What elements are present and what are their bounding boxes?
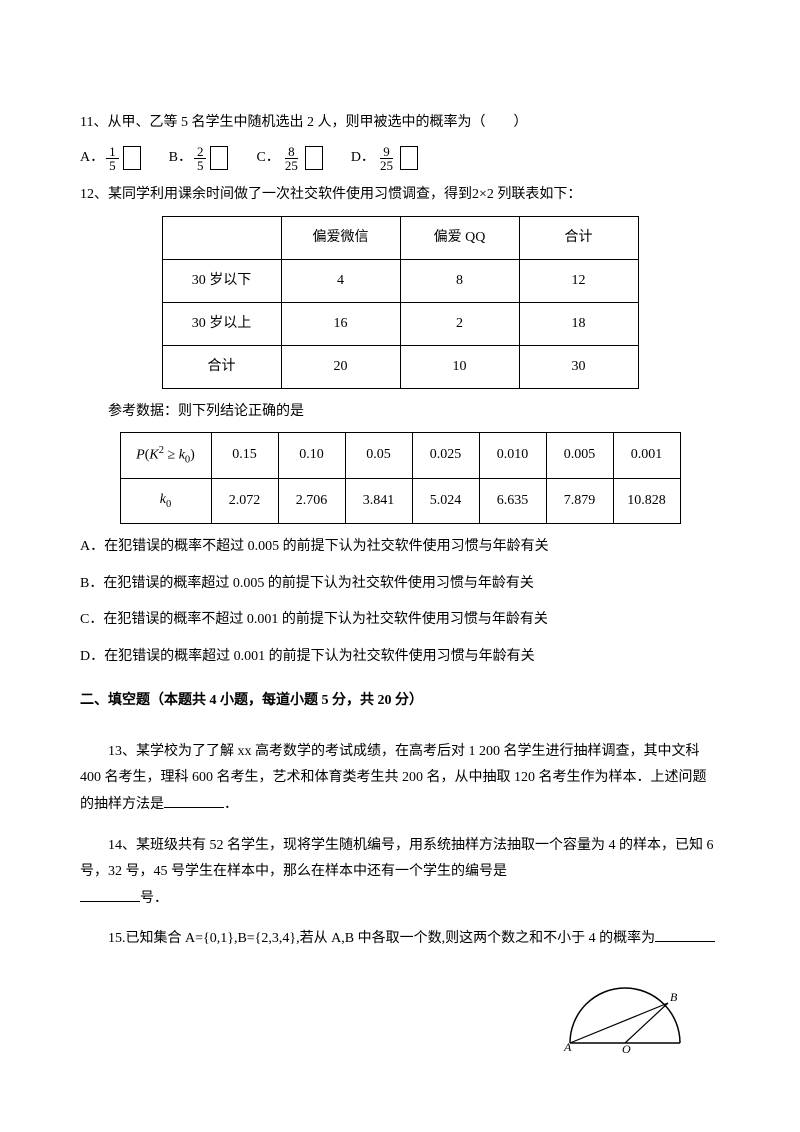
fraction: 9 25 xyxy=(377,145,396,172)
q12-ref-intro: 参考数据：则下列结论正确的是 xyxy=(80,399,720,426)
blank-box xyxy=(123,146,141,170)
section-heading: 二、填空题（本题共 4 小题，每道小题 5 分，共 20 分） xyxy=(80,688,720,715)
cell: 2.072 xyxy=(211,479,278,524)
denominator: 25 xyxy=(282,159,301,172)
numerator: 1 xyxy=(106,145,119,159)
q11-options: A． 1 5 B． 2 5 C． 8 25 D． 9 25 xyxy=(80,145,720,172)
option-label: D． xyxy=(351,145,375,172)
cell: 7.879 xyxy=(546,479,613,524)
question-12-intro: 12、某同学利用课余时间做了一次社交软件使用习惯调查，得到2×2 列联表如下： xyxy=(80,182,720,209)
table-row: P(K2 ≥ k0) 0.15 0.10 0.05 0.025 0.010 0.… xyxy=(120,432,680,478)
cell: 0.005 xyxy=(546,432,613,478)
cell: 合计 xyxy=(162,346,281,389)
choice-a: A．在犯错误的概率不超过 0.005 的前提下认为社交软件使用习惯与年龄有关 xyxy=(80,534,720,561)
numerator: 9 xyxy=(380,145,393,159)
cell: 20 xyxy=(281,346,400,389)
cell: 5.024 xyxy=(412,479,479,524)
option-b: B． 2 5 xyxy=(169,145,229,172)
numerator: 2 xyxy=(194,145,207,159)
option-a: A． 1 5 xyxy=(80,145,141,172)
question-15: 15.已知集合 A={0,1},B={2,3,4},若从 A,B 中各取一个数,… xyxy=(80,926,720,953)
choice-c: C．在犯错误的概率不超过 0.001 的前提下认为社交软件使用习惯与年龄有关 xyxy=(80,607,720,634)
question-11: 11、从甲、乙等 5 名学生中随机选出 2 人，则甲被选中的概率为（ ） xyxy=(80,110,720,137)
reference-table: P(K2 ≥ k0) 0.15 0.10 0.05 0.025 0.010 0.… xyxy=(120,432,681,524)
cell: 2 xyxy=(400,303,519,346)
option-d: D． 9 25 xyxy=(351,145,418,172)
cell: k0 xyxy=(120,479,211,524)
cell xyxy=(162,217,281,260)
blank-box xyxy=(210,146,228,170)
semicircle-figure: A B O xyxy=(80,983,720,1064)
table-row: 30 岁以下 4 8 12 xyxy=(162,260,638,303)
cell: 合计 xyxy=(519,217,638,260)
cell: 16 xyxy=(281,303,400,346)
label-o: O xyxy=(622,1042,631,1053)
denominator: 5 xyxy=(194,159,207,172)
fill-blank xyxy=(655,927,715,942)
q14-post: 号． xyxy=(140,891,168,906)
cell: 30 岁以上 xyxy=(162,303,281,346)
q12-text: 12、某同学利用课余时间做了一次社交软件使用习惯调查，得到2×2 列联表如下： xyxy=(80,187,581,202)
q12-choices: A．在犯错误的概率不超过 0.005 的前提下认为社交软件使用习惯与年龄有关 B… xyxy=(80,534,720,670)
fill-blank xyxy=(80,887,140,902)
option-label: B． xyxy=(169,145,192,172)
cell: 10.828 xyxy=(613,479,680,524)
cell: 8 xyxy=(400,260,519,303)
cell: 0.010 xyxy=(479,432,546,478)
blank-box xyxy=(305,146,323,170)
cell: 12 xyxy=(519,260,638,303)
q15-text: 15.已知集合 A={0,1},B={2,3,4},若从 A,B 中各取一个数,… xyxy=(108,931,655,946)
fraction: 8 25 xyxy=(282,145,301,172)
fraction: 2 5 xyxy=(194,145,207,172)
label-a: A xyxy=(563,1040,572,1053)
question-13: 13、某学校为了了解 xx 高考数学的考试成绩，在高考后对 1 200 名学生进… xyxy=(80,739,720,819)
option-c: C． 8 25 xyxy=(256,145,322,172)
cell: 3.841 xyxy=(345,479,412,524)
q14-text: 14、某班级共有 52 名学生，现将学生随机编号，用系统抽样方法抽取一个容量为 … xyxy=(80,838,714,880)
table-row: 30 岁以上 16 2 18 xyxy=(162,303,638,346)
cell: 6.635 xyxy=(479,479,546,524)
cell: P(K2 ≥ k0) xyxy=(120,432,211,478)
table-row: 合计 20 10 30 xyxy=(162,346,638,389)
cell: 0.15 xyxy=(211,432,278,478)
cell: 30 岁以下 xyxy=(162,260,281,303)
question-14: 14、某班级共有 52 名学生，现将学生随机编号，用系统抽样方法抽取一个容量为 … xyxy=(80,833,720,913)
semicircle-icon: A B O xyxy=(560,983,690,1053)
cell: 10 xyxy=(400,346,519,389)
choice-b: B．在犯错误的概率超过 0.005 的前提下认为社交软件使用习惯与年龄有关 xyxy=(80,571,720,598)
cell: 偏爱微信 xyxy=(281,217,400,260)
cell: 4 xyxy=(281,260,400,303)
contingency-table: 偏爱微信 偏爱 QQ 合计 30 岁以下 4 8 12 30 岁以上 16 2 … xyxy=(162,216,639,389)
denominator: 5 xyxy=(106,159,119,172)
cell: 0.001 xyxy=(613,432,680,478)
fill-blank xyxy=(164,793,224,808)
cell: 偏爱 QQ xyxy=(400,217,519,260)
table-row: 偏爱微信 偏爱 QQ 合计 xyxy=(162,217,638,260)
fraction: 1 5 xyxy=(106,145,119,172)
cell: 18 xyxy=(519,303,638,346)
cell: 2.706 xyxy=(278,479,345,524)
cell: 0.025 xyxy=(412,432,479,478)
numerator: 8 xyxy=(285,145,298,159)
cell: 0.10 xyxy=(278,432,345,478)
blank-box xyxy=(400,146,418,170)
q11-text: 11、从甲、乙等 5 名学生中随机选出 2 人，则甲被选中的概率为（ ） xyxy=(80,115,527,130)
q13-post: ． xyxy=(224,797,238,812)
choice-d: D．在犯错误的概率超过 0.001 的前提下认为社交软件使用习惯与年龄有关 xyxy=(80,644,720,671)
table-row: k0 2.072 2.706 3.841 5.024 6.635 7.879 1… xyxy=(120,479,680,524)
label-b: B xyxy=(670,990,678,1004)
cell: 0.05 xyxy=(345,432,412,478)
option-label: A． xyxy=(80,145,104,172)
denominator: 25 xyxy=(377,159,396,172)
option-label: C． xyxy=(256,145,279,172)
cell: 30 xyxy=(519,346,638,389)
